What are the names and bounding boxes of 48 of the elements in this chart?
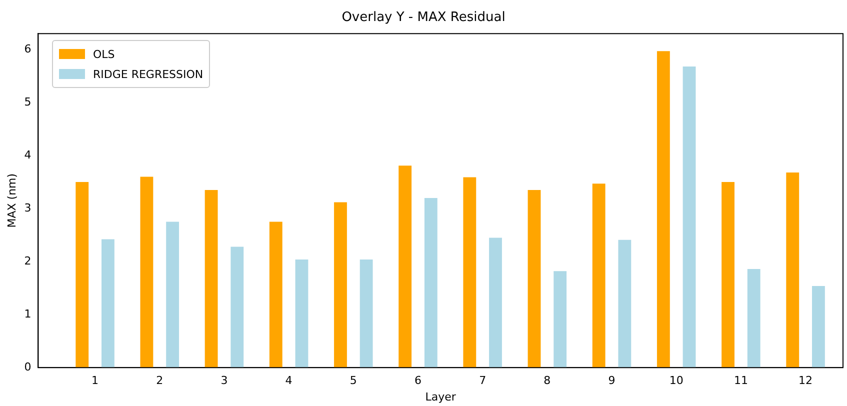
- bar: [722, 182, 734, 368]
- x-tick-label: 11: [734, 374, 748, 388]
- y-tick-label: 4: [24, 148, 32, 162]
- bar: [166, 222, 180, 368]
- x-tick-label: 4: [285, 374, 292, 388]
- x-tick-label: 3: [220, 374, 228, 388]
- x-tick-label: 12: [798, 374, 813, 388]
- x-tick-label: 6: [414, 374, 422, 388]
- bar: [204, 190, 218, 368]
- bar: [230, 246, 244, 368]
- legend-label: RIDGE REGRESSION: [93, 68, 204, 80]
- bar: [528, 190, 541, 368]
- bar: [592, 184, 606, 368]
- bar: [76, 182, 89, 368]
- x-tick-label: 2: [156, 374, 164, 388]
- y-tick-label: 3: [24, 201, 32, 214]
- x-axis-title: Layer: [425, 390, 456, 404]
- bar: [398, 166, 412, 368]
- y-tick-label: 1: [24, 307, 32, 320]
- bar: [747, 268, 760, 368]
- x-tick-label: 7: [479, 374, 486, 388]
- bar: [463, 177, 476, 368]
- x-tick-label: 10: [669, 374, 684, 388]
- bar: [295, 259, 308, 368]
- chart-title: Overlay Y - MAX Residual: [342, 10, 506, 26]
- x-tick-label: 8: [544, 374, 551, 388]
- y-tick-label: 6: [24, 42, 32, 56]
- bar: [489, 238, 502, 368]
- x-tick-label: 1: [92, 374, 99, 388]
- bar: [424, 198, 438, 368]
- bar: [618, 240, 632, 368]
- y-tick-label: 2: [24, 254, 32, 268]
- bar: [786, 172, 800, 368]
- bar: [682, 66, 696, 368]
- bar: [812, 286, 825, 368]
- x-tick-label: 5: [350, 374, 357, 388]
- y-tick-label: 5: [24, 95, 32, 108]
- bar: [554, 271, 567, 368]
- bar: [269, 222, 282, 368]
- bar: [140, 176, 154, 368]
- y-tick-label: 0: [24, 360, 32, 374]
- bar: [656, 51, 670, 368]
- bar: [360, 259, 373, 368]
- x-tick-label: 9: [608, 374, 616, 388]
- y-axis-title: MAX (nm): [5, 173, 18, 228]
- legend-label: OLS: [93, 48, 115, 60]
- bar: [102, 239, 114, 368]
- bar: [334, 202, 347, 368]
